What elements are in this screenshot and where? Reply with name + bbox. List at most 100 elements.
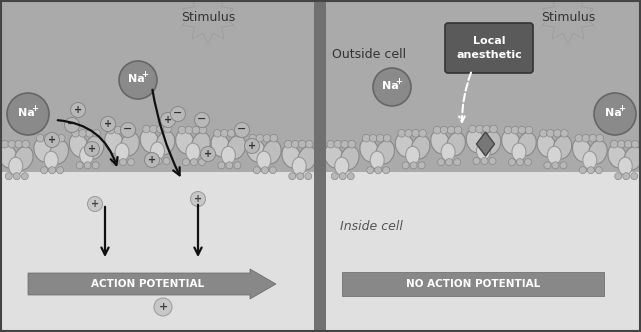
Circle shape — [234, 162, 241, 169]
Circle shape — [398, 129, 405, 137]
Ellipse shape — [298, 146, 317, 170]
Circle shape — [262, 167, 269, 174]
Circle shape — [383, 167, 390, 174]
Circle shape — [582, 134, 590, 142]
Circle shape — [218, 162, 225, 169]
Ellipse shape — [583, 151, 597, 169]
Circle shape — [21, 173, 28, 180]
Text: +: + — [204, 148, 212, 158]
Circle shape — [93, 129, 101, 137]
Circle shape — [144, 152, 160, 168]
Circle shape — [150, 125, 157, 133]
Ellipse shape — [176, 130, 194, 154]
Circle shape — [589, 134, 597, 142]
Circle shape — [595, 167, 603, 174]
Ellipse shape — [44, 151, 58, 169]
FancyArrow shape — [28, 269, 276, 299]
Circle shape — [383, 134, 391, 142]
Circle shape — [419, 129, 426, 137]
Circle shape — [483, 125, 490, 133]
Text: Stimulus: Stimulus — [181, 11, 235, 24]
Ellipse shape — [624, 146, 641, 170]
Circle shape — [92, 162, 99, 169]
Circle shape — [155, 157, 162, 164]
Text: Inside cell: Inside cell — [340, 220, 403, 233]
Text: +: + — [164, 115, 172, 124]
Ellipse shape — [140, 129, 159, 153]
Circle shape — [192, 126, 200, 134]
Ellipse shape — [186, 143, 200, 161]
Ellipse shape — [431, 130, 449, 154]
Circle shape — [524, 159, 531, 166]
Circle shape — [594, 93, 636, 135]
Circle shape — [84, 162, 91, 169]
Circle shape — [190, 159, 197, 166]
Circle shape — [481, 157, 488, 164]
Circle shape — [624, 140, 632, 148]
Circle shape — [147, 157, 154, 164]
Circle shape — [469, 125, 476, 133]
Ellipse shape — [412, 135, 430, 159]
Ellipse shape — [247, 138, 265, 162]
Circle shape — [190, 192, 206, 207]
Circle shape — [22, 140, 29, 148]
Circle shape — [554, 129, 561, 137]
Circle shape — [402, 162, 409, 169]
Circle shape — [623, 173, 629, 180]
Circle shape — [418, 162, 425, 169]
Circle shape — [376, 134, 384, 142]
Circle shape — [490, 125, 497, 133]
Ellipse shape — [547, 146, 562, 164]
Circle shape — [154, 298, 172, 316]
Circle shape — [331, 173, 338, 180]
Ellipse shape — [221, 146, 235, 164]
Circle shape — [517, 159, 524, 166]
Circle shape — [163, 125, 171, 133]
Circle shape — [178, 126, 186, 134]
Circle shape — [518, 126, 526, 134]
Ellipse shape — [395, 133, 414, 157]
Circle shape — [587, 167, 594, 174]
Ellipse shape — [502, 130, 520, 154]
Text: −: − — [123, 124, 133, 134]
Circle shape — [552, 162, 559, 169]
Text: NO ACTION POTENTIAL: NO ACTION POTENTIAL — [406, 279, 540, 289]
Circle shape — [375, 167, 381, 174]
Circle shape — [199, 126, 207, 134]
Circle shape — [327, 140, 335, 148]
Circle shape — [631, 173, 638, 180]
Ellipse shape — [406, 146, 420, 164]
Ellipse shape — [360, 138, 379, 162]
Circle shape — [369, 134, 377, 142]
Ellipse shape — [537, 133, 556, 157]
Text: +: + — [74, 105, 82, 115]
Circle shape — [410, 162, 417, 169]
Circle shape — [438, 159, 445, 166]
Circle shape — [405, 129, 412, 137]
Ellipse shape — [441, 143, 455, 161]
Ellipse shape — [340, 146, 359, 170]
Circle shape — [194, 113, 210, 127]
Circle shape — [476, 125, 483, 133]
Circle shape — [72, 129, 79, 137]
Text: Na: Na — [381, 81, 398, 91]
Circle shape — [201, 146, 215, 161]
Circle shape — [433, 126, 441, 134]
Circle shape — [373, 68, 411, 106]
Ellipse shape — [151, 142, 165, 160]
Ellipse shape — [370, 151, 384, 169]
Circle shape — [263, 134, 271, 142]
Circle shape — [610, 140, 618, 148]
Ellipse shape — [466, 129, 485, 153]
Ellipse shape — [85, 135, 104, 159]
Circle shape — [348, 140, 356, 148]
Circle shape — [79, 129, 87, 137]
Circle shape — [544, 162, 551, 169]
Circle shape — [412, 129, 419, 137]
Text: Stimulus: Stimulus — [541, 11, 595, 24]
Circle shape — [143, 125, 150, 133]
Circle shape — [85, 141, 99, 156]
Circle shape — [49, 167, 56, 174]
Circle shape — [304, 173, 312, 180]
Circle shape — [226, 162, 233, 169]
